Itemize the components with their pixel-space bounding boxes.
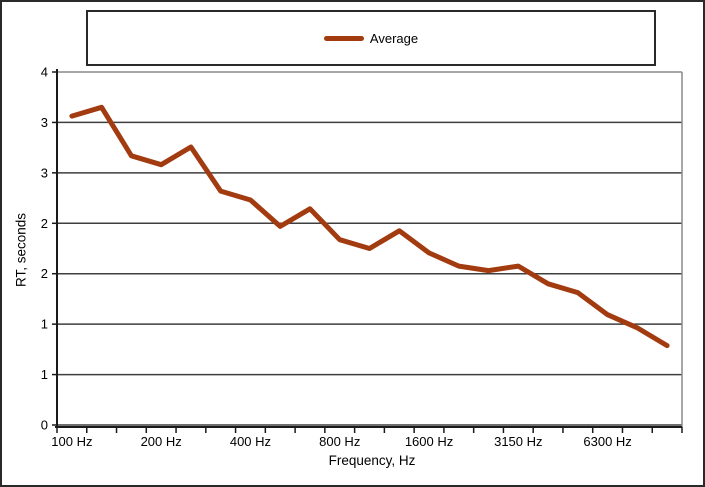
- y-axis-title: RT, seconds: [13, 212, 29, 288]
- y-tick-label: 3: [41, 115, 48, 130]
- x-tick-label: 1600 Hz: [405, 434, 453, 449]
- y-tick-label: 1: [41, 317, 48, 332]
- x-tick-label: 400 Hz: [230, 434, 271, 449]
- legend: Average: [86, 10, 656, 66]
- x-tick-label: 100 Hz: [51, 434, 92, 449]
- y-tick-label: 3: [41, 165, 48, 180]
- legend-line-swatch: [323, 35, 364, 41]
- y-tick-label: 4: [41, 65, 48, 80]
- y-tick-label: 0: [41, 418, 48, 433]
- x-axis-title: Frequency, Hz: [328, 453, 416, 468]
- y-tick-label: 2: [41, 266, 48, 281]
- x-tick-label: 3150 Hz: [494, 434, 542, 449]
- x-tick-label: 6300 Hz: [583, 434, 631, 449]
- y-tick-label: 1: [41, 367, 48, 382]
- y-tick-label: 2: [41, 216, 48, 231]
- average-series-line: [69, 104, 670, 349]
- legend-label: Average: [369, 30, 419, 46]
- x-tick-label: 800 Hz: [319, 434, 360, 449]
- x-tick-label: 200 Hz: [141, 434, 182, 449]
